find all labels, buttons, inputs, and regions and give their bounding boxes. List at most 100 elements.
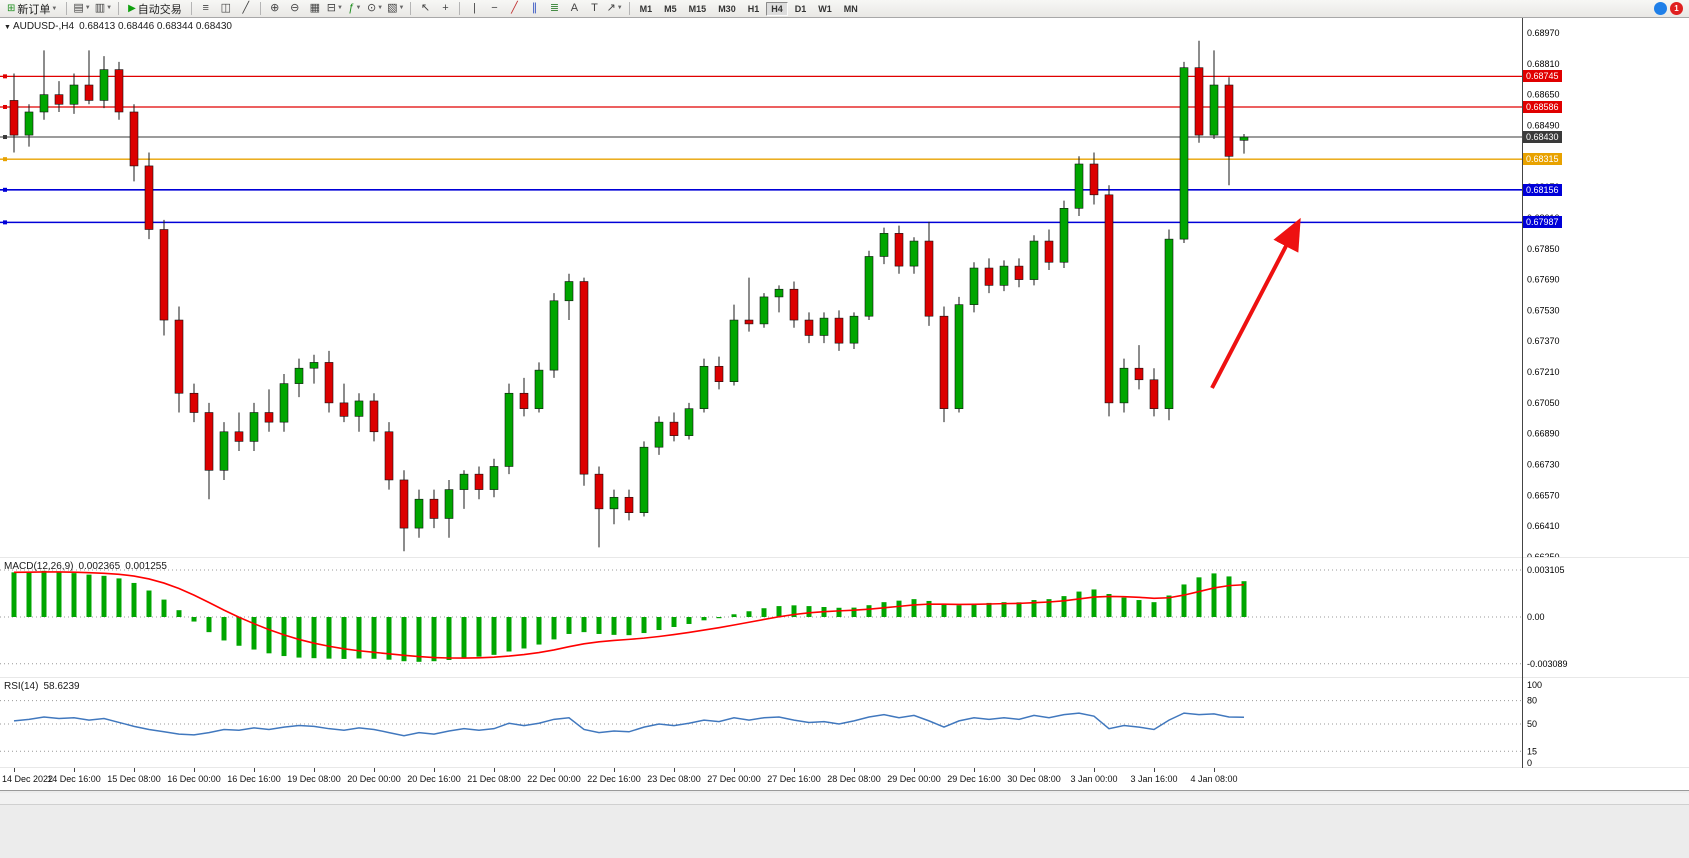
toolbar-separator [459,2,461,15]
price-badge-current-price[interactable]: 0.68430 [1523,131,1562,144]
timeframe-button-m1[interactable]: M1 [639,3,653,14]
time-tick [674,768,675,772]
time-tick [554,768,555,772]
price-badge-resistance[interactable]: 0.68586 [1523,100,1562,113]
svg-text:0.68810: 0.68810 [1527,59,1560,69]
collapse-triangle-icon[interactable]: ▼ [4,24,11,31]
toolbar-separator [628,2,630,15]
time-tick [194,768,195,772]
new-order-button-label: 新订单 [17,3,51,16]
svg-text:15: 15 [1527,746,1537,756]
main-price-chart-panel[interactable]: ▼ AUDUSD-,H4 0.68413 0.68446 0.68344 0.684… [0,18,1689,558]
time-tick [1214,768,1215,772]
periods-icon[interactable]: ⊙ ▼ [366,2,384,14]
timeframe-button-m30[interactable]: M30 [718,3,736,14]
timeframe-button-m15[interactable]: M15 [688,3,707,14]
vertical-line-icon[interactable]: | [473,2,476,14]
new-order-button[interactable]: ⊞ 新订单 ▼ [3,0,61,17]
arrows-icon[interactable]: ↗ ▼ [606,2,623,14]
autotrade-button[interactable]: ▶ 自动交易 [124,0,186,17]
toolbar-separator [66,2,68,15]
svg-text:0.66250: 0.66250 [1527,552,1560,558]
price-badge-level[interactable]: 0.68315 [1523,153,1562,166]
time-tick [314,768,315,772]
rsi-line [13,712,1245,737]
time-tick [74,768,75,772]
line-chart-icon[interactable]: ╱ [242,2,250,14]
chevron-down-icon: ▼ [336,5,343,11]
chevron-down-icon: ▼ [377,5,384,11]
hline-handle[interactable] [3,157,7,162]
chevron-down-icon: ▼ [398,5,405,11]
fibonacci-icon[interactable]: ≣ [549,2,560,14]
macd-header: MACD(12,26,9) 0.002365 0.001255 [4,561,172,572]
profiles-icon[interactable]: ▥ ▼ [94,2,113,14]
community-icon[interactable] [1654,2,1667,15]
trendline-icon[interactable]: ╱ [511,2,518,14]
panel-divider[interactable] [0,677,1689,678]
hline-handle[interactable] [3,74,7,79]
time-label: 3 Jan 00:00 [1070,774,1118,784]
rsi-value: 58.6239 [43,681,80,692]
hline-handle[interactable] [3,104,7,109]
crosshair-icon[interactable]: + [442,2,449,14]
price-badge-support[interactable]: 0.68156 [1523,183,1562,196]
time-axis[interactable]: 14 Dec 2022 14 Dec 16:00 15 Dec 08:00 16 De… [0,768,1689,790]
macd-canvas: 0.003105 0.00 -0.003089 [0,565,1568,669]
chevron-down-icon: ▼ [616,5,623,11]
timeframe-button-mn[interactable]: MN [843,3,858,14]
rsi-label: RSI(14) [4,681,39,692]
timeframe-button-m5[interactable]: M5 [664,3,677,14]
price-badge-support[interactable]: 0.67987 [1523,216,1562,229]
autotrade-button-label: 自动交易 [137,3,182,16]
timeframe-button-h1[interactable]: H1 [747,3,760,14]
time-tick [974,768,975,772]
new-chart-icon[interactable]: ▤ ▼ [73,2,91,14]
hline-handle[interactable] [3,135,7,140]
templates-icon[interactable]: ▧ ▼ [387,2,405,14]
toolbar-separator [118,2,120,15]
zoom-in-icon[interactable]: ⊕ [270,2,280,14]
macd-histogram [11,570,1247,662]
svg-text:0.67690: 0.67690 [1527,275,1560,285]
panel-divider[interactable] [0,557,1689,558]
chevron-down-icon: ▼ [355,5,362,11]
rsi-header: RSI(14) 58.6239 [4,681,85,692]
time-label: 27 Dec 16:00 [767,774,821,784]
timeframe-button-d1[interactable]: D1 [794,3,807,14]
svg-text:0.68490: 0.68490 [1527,120,1560,130]
indicators-icon[interactable]: ƒ ▼ [348,2,362,14]
svg-text:0.67850: 0.67850 [1527,244,1560,254]
timeframe-button-w1[interactable]: W1 [818,3,832,14]
candlestick-chart-icon[interactable]: ◫ [220,2,231,14]
time-label: 27 Dec 00:00 [707,774,761,784]
bar-chart-icon[interactable]: ≡ [202,2,209,14]
macd-panel[interactable]: MACD(12,26,9) 0.002365 0.001255 0.003105 0.… [0,558,1689,678]
hline-handle[interactable] [3,220,7,225]
price-chart-canvas[interactable]: 0.689700.688100.686500.684900.683300.681… [0,18,1689,558]
svg-text:0.68650: 0.68650 [1527,90,1560,100]
auto-arrange-icon[interactable]: ⊟ ▼ [326,2,343,14]
svg-text:0.68970: 0.68970 [1527,28,1560,38]
rsi-panel[interactable]: RSI(14) 58.6239 100 80 50 15 0 [0,678,1689,768]
notification-badge[interactable]: 1 [1670,2,1683,15]
tile-windows-icon[interactable]: ▦ [309,2,320,14]
horizontal-scrollbar[interactable] [0,793,1689,805]
svg-text:50: 50 [1527,719,1537,729]
equidistant-channel-icon[interactable]: ∥ [531,2,538,14]
price-badge-resistance[interactable]: 0.68745 [1523,70,1562,83]
time-label: 22 Dec 00:00 [527,774,581,784]
svg-text:0.66570: 0.66570 [1527,490,1560,500]
time-tick [914,768,915,772]
timeframe-button-h4[interactable]: H4 [766,1,788,16]
hline-handle[interactable] [3,187,7,192]
horizontal-lines-layer [0,74,1522,225]
zoom-out-icon[interactable]: ⊖ [290,2,300,14]
time-label: 28 Dec 08:00 [827,774,881,784]
trend-arrow-annotation[interactable] [1210,217,1301,389]
horizontal-line-icon[interactable]: − [491,2,498,14]
text-icon[interactable]: A [570,2,579,14]
label-icon[interactable]: T [591,2,598,14]
cursor-icon[interactable]: ↖ [420,2,431,14]
